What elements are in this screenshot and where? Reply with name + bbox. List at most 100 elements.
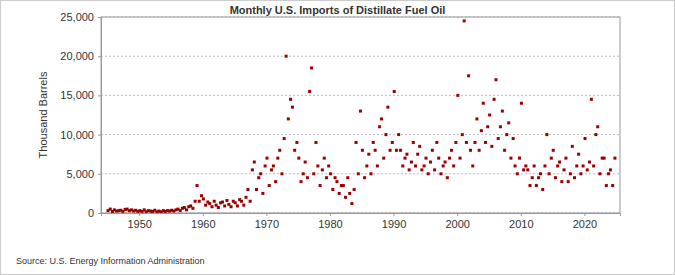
point (503, 149, 506, 152)
point (490, 145, 493, 148)
x-tick: 1980 (318, 213, 342, 230)
point (446, 176, 449, 179)
point (393, 90, 396, 93)
chart: 05,00010,00015,00020,00025,0001950196019… (0, 0, 675, 275)
point (331, 188, 334, 191)
point (200, 194, 203, 197)
point (598, 172, 601, 175)
point (575, 164, 578, 167)
point (579, 172, 582, 175)
grid-line (101, 173, 620, 174)
point (423, 164, 426, 167)
point (442, 164, 445, 167)
x-tick-label: 2010 (509, 218, 533, 230)
point (257, 176, 260, 179)
x-tick-mark (584, 213, 585, 216)
point (204, 204, 207, 207)
point (420, 168, 423, 171)
point (308, 90, 311, 93)
x-tick: 1950 (127, 213, 151, 230)
point (297, 157, 300, 160)
grid-line (101, 134, 620, 135)
point (537, 176, 540, 179)
point (255, 188, 258, 191)
point (554, 176, 557, 179)
point (516, 172, 519, 175)
x-tick-mark (203, 213, 204, 216)
point (259, 172, 262, 175)
point (344, 196, 347, 199)
y-axis-line (98, 18, 102, 214)
y-axis: 05,00010,00015,00020,00025,000 (60, 11, 101, 219)
point (285, 55, 288, 58)
point (217, 206, 220, 209)
point (359, 110, 362, 113)
point (240, 200, 243, 203)
point (213, 200, 216, 203)
x-tick: 1990 (382, 213, 406, 230)
point (372, 141, 375, 144)
point (514, 164, 517, 167)
point (501, 110, 504, 113)
point (249, 200, 252, 203)
point (310, 66, 313, 69)
point (261, 192, 264, 195)
point (429, 161, 432, 164)
point (499, 125, 502, 128)
point (459, 157, 462, 160)
y-tick: 20,000 (60, 50, 101, 62)
point (391, 141, 394, 144)
point (251, 168, 254, 171)
point (418, 145, 421, 148)
y-tick: 5,000 (66, 168, 101, 180)
grid-line (101, 56, 620, 57)
point (512, 137, 515, 140)
point (280, 172, 283, 175)
point (469, 149, 472, 152)
point (276, 157, 279, 160)
point (473, 141, 476, 144)
point (268, 184, 271, 187)
point (335, 180, 338, 183)
point (221, 201, 224, 204)
y-tick-label: 15,000 (60, 89, 94, 101)
point (191, 207, 194, 210)
point (319, 184, 322, 187)
point (378, 125, 381, 128)
point (367, 153, 370, 156)
point (586, 168, 589, 171)
x-tick-mark (266, 213, 267, 216)
point (198, 200, 201, 203)
point (287, 117, 290, 120)
point (454, 141, 457, 144)
point (486, 125, 489, 128)
point (384, 133, 387, 136)
point (264, 164, 267, 167)
y-tick-label: 0 (88, 207, 94, 219)
y-tick-label: 10,000 (60, 129, 94, 141)
point (584, 137, 587, 140)
x-tick-mark (521, 213, 522, 216)
point (374, 149, 377, 152)
point (355, 141, 358, 144)
point (493, 98, 496, 101)
point (524, 164, 527, 167)
point (480, 129, 483, 132)
point (563, 168, 566, 171)
x-tick-mark (139, 213, 140, 216)
point (242, 204, 245, 207)
x-tick-label: 1970 (255, 218, 279, 230)
y-tick-mark (98, 56, 101, 57)
point (452, 164, 455, 167)
point (567, 180, 570, 183)
x-tick-label: 1990 (382, 218, 406, 230)
point (338, 192, 341, 195)
point (361, 149, 364, 152)
x-tick-mark (330, 213, 331, 216)
point (571, 145, 574, 148)
point (405, 153, 408, 156)
point (550, 157, 553, 160)
point (246, 188, 249, 191)
point (270, 168, 273, 171)
y-tick-label: 5,000 (66, 168, 94, 180)
